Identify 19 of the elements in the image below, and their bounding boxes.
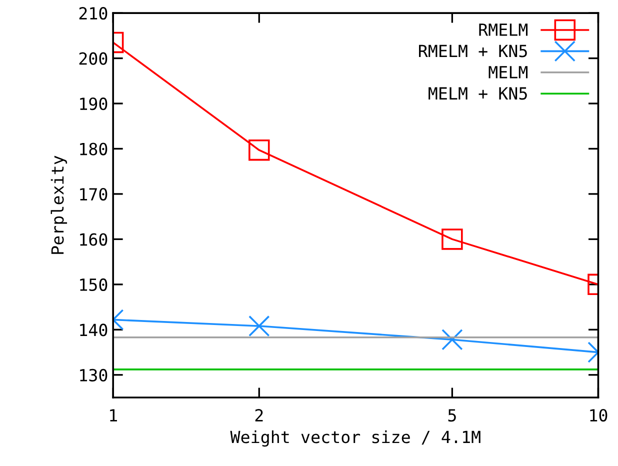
legend-label: MELM + KN5 <box>428 87 527 100</box>
x-tick-label: 5 <box>448 409 456 422</box>
legend-label: RMELM <box>479 24 528 36</box>
legend-label: RMELM + KN5 <box>419 44 527 58</box>
y-tick-label: 190 <box>80 98 108 110</box>
x-tick-label: 10 <box>590 408 608 422</box>
x-tick-label: 2 <box>255 408 263 422</box>
y-tick-label: 140 <box>80 324 108 336</box>
y-tick-label: 130 <box>80 368 108 382</box>
y-tick-label: 160 <box>80 233 108 246</box>
y-tick-label: 180 <box>80 142 108 156</box>
y-tick-label: 150 <box>80 278 108 292</box>
y-tick-label: 200 <box>79 52 108 65</box>
y-tick-label: 210 <box>79 7 108 20</box>
y-axis-title: Perplexity <box>50 156 68 254</box>
legend-label: MELM <box>488 66 528 78</box>
x-tick-label: 1 <box>110 409 117 422</box>
x-axis-title: Weight vector size / 4.1M <box>230 430 480 447</box>
y-tick-label: 170 <box>80 188 108 201</box>
